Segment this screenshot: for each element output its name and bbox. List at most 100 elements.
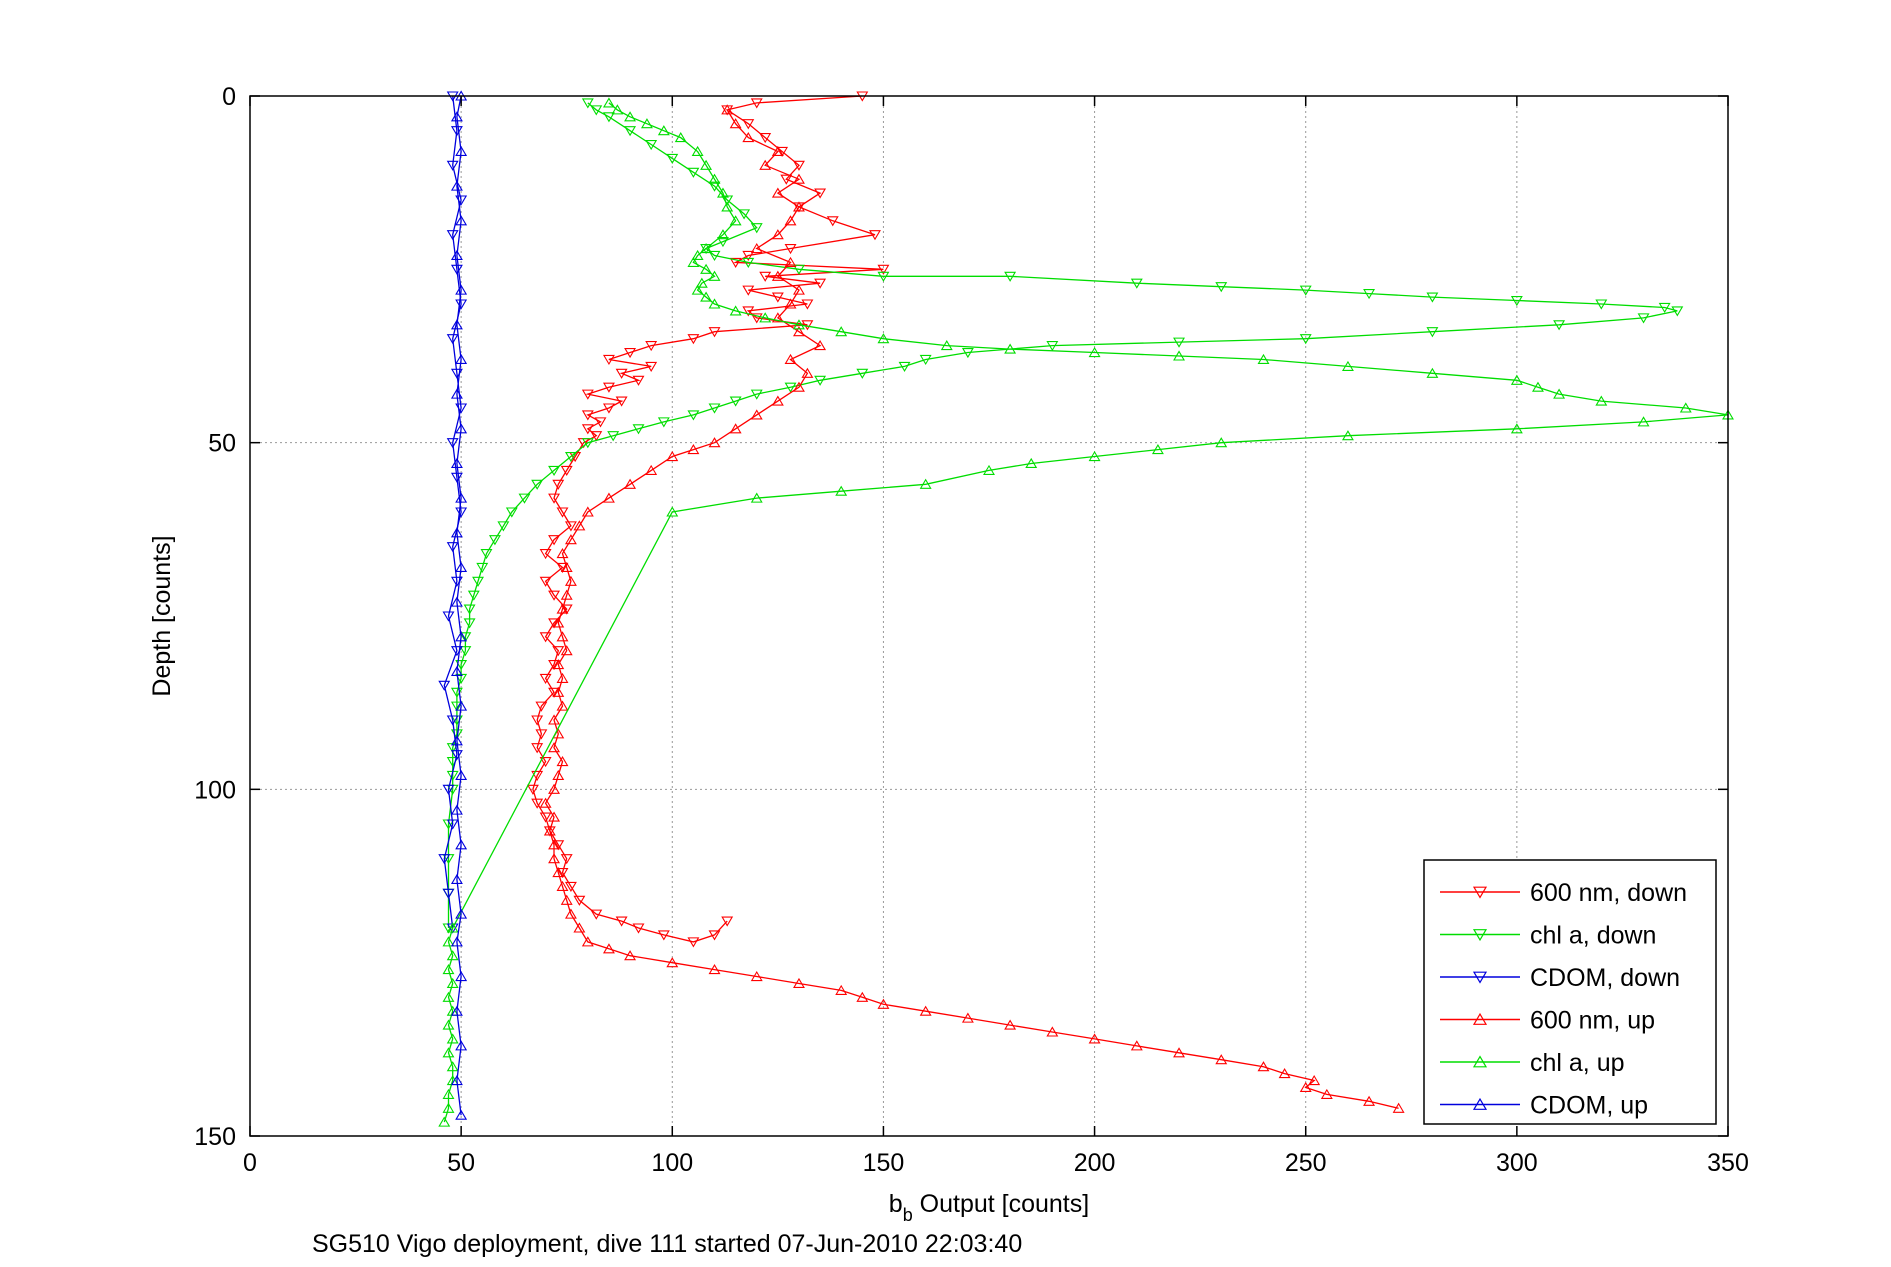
series-cdom-up <box>450 90 468 1120</box>
data-point <box>539 812 552 823</box>
data-point <box>1426 327 1439 338</box>
data-point <box>632 424 645 435</box>
data-point <box>552 686 565 697</box>
data-point <box>581 506 594 517</box>
data-point <box>771 270 784 281</box>
data-point <box>793 160 805 171</box>
data-point <box>687 256 700 267</box>
data-point <box>518 493 531 504</box>
data-point <box>700 159 713 170</box>
data-point <box>759 159 772 170</box>
x-tick-label: 300 <box>1496 1149 1538 1177</box>
data-point <box>548 714 561 725</box>
data-point <box>446 334 459 345</box>
data-point <box>691 284 704 295</box>
data-point <box>556 507 569 518</box>
data-point <box>657 930 670 941</box>
data-point <box>742 306 755 317</box>
data-point <box>556 756 569 767</box>
data-point <box>539 576 552 587</box>
data-point <box>708 181 721 192</box>
data-point <box>455 908 468 919</box>
data-point <box>556 700 569 711</box>
data-point <box>742 132 755 143</box>
data-point <box>645 139 658 151</box>
data-point <box>548 618 561 629</box>
data-point <box>695 277 708 288</box>
data-point <box>590 431 603 442</box>
data-point <box>615 396 628 407</box>
data-point <box>450 472 463 483</box>
data-point <box>759 133 772 144</box>
data-point <box>560 854 573 865</box>
data-point <box>602 97 615 108</box>
data-point <box>687 334 700 345</box>
data-point <box>476 562 489 574</box>
data-point <box>455 492 468 503</box>
data-point <box>1595 395 1608 406</box>
data-point <box>919 1005 932 1016</box>
data-point <box>1173 1047 1185 1058</box>
data-point <box>793 326 805 337</box>
x-axis-label-subscript: b <box>903 1205 913 1225</box>
y-tick-label: 0 <box>222 83 236 111</box>
data-point <box>750 389 763 400</box>
data-point <box>750 409 763 420</box>
data-point <box>594 417 607 428</box>
data-point <box>1363 289 1376 300</box>
data-point <box>771 312 784 323</box>
data-point <box>784 215 797 226</box>
data-point <box>716 229 729 240</box>
data-point <box>1215 1054 1228 1065</box>
data-point <box>708 327 721 338</box>
data-point <box>442 964 455 975</box>
data-point <box>624 347 637 359</box>
data-point <box>450 936 463 947</box>
data-point <box>615 916 628 927</box>
data-point <box>560 604 573 615</box>
data-point <box>450 126 463 137</box>
data-point <box>814 188 827 199</box>
data-point <box>708 270 721 281</box>
data-point <box>556 880 569 891</box>
data-point <box>801 367 814 378</box>
data-point <box>750 242 763 254</box>
data-point <box>1320 1088 1333 1099</box>
data-point <box>488 535 501 546</box>
data-point <box>801 320 814 331</box>
series-chl-a-up <box>438 97 1734 1127</box>
x-tick-label: 0 <box>243 1149 257 1177</box>
data-point <box>548 783 561 794</box>
data-point <box>455 561 468 573</box>
data-point <box>1299 1081 1312 1093</box>
data-point <box>776 146 789 158</box>
data-point <box>687 167 700 178</box>
series-line-600-nm-up <box>544 109 1399 1109</box>
data-point <box>446 715 459 726</box>
series-line-chl-a-up <box>443 102 1729 1123</box>
data-point <box>657 125 670 136</box>
data-point <box>742 250 755 262</box>
data-point <box>548 687 561 698</box>
data-point <box>442 936 455 947</box>
data-point <box>543 825 556 836</box>
data-point <box>645 341 658 352</box>
data-point <box>450 1074 463 1086</box>
data-point <box>729 305 742 316</box>
x-tick-label: 100 <box>651 1149 693 1177</box>
data-point <box>442 1088 455 1099</box>
data-point <box>691 249 704 261</box>
data-point <box>716 187 729 198</box>
legend-marker-chl-a-down <box>1472 929 1488 942</box>
data-point <box>1510 423 1523 434</box>
data-point <box>708 298 721 309</box>
data-point <box>531 715 544 726</box>
data-point <box>750 313 763 324</box>
data-point <box>1046 1026 1059 1037</box>
data-point <box>552 479 565 490</box>
data-point <box>1004 271 1017 282</box>
data-point <box>1553 320 1566 331</box>
data-point <box>438 680 451 691</box>
data-point <box>446 438 459 449</box>
